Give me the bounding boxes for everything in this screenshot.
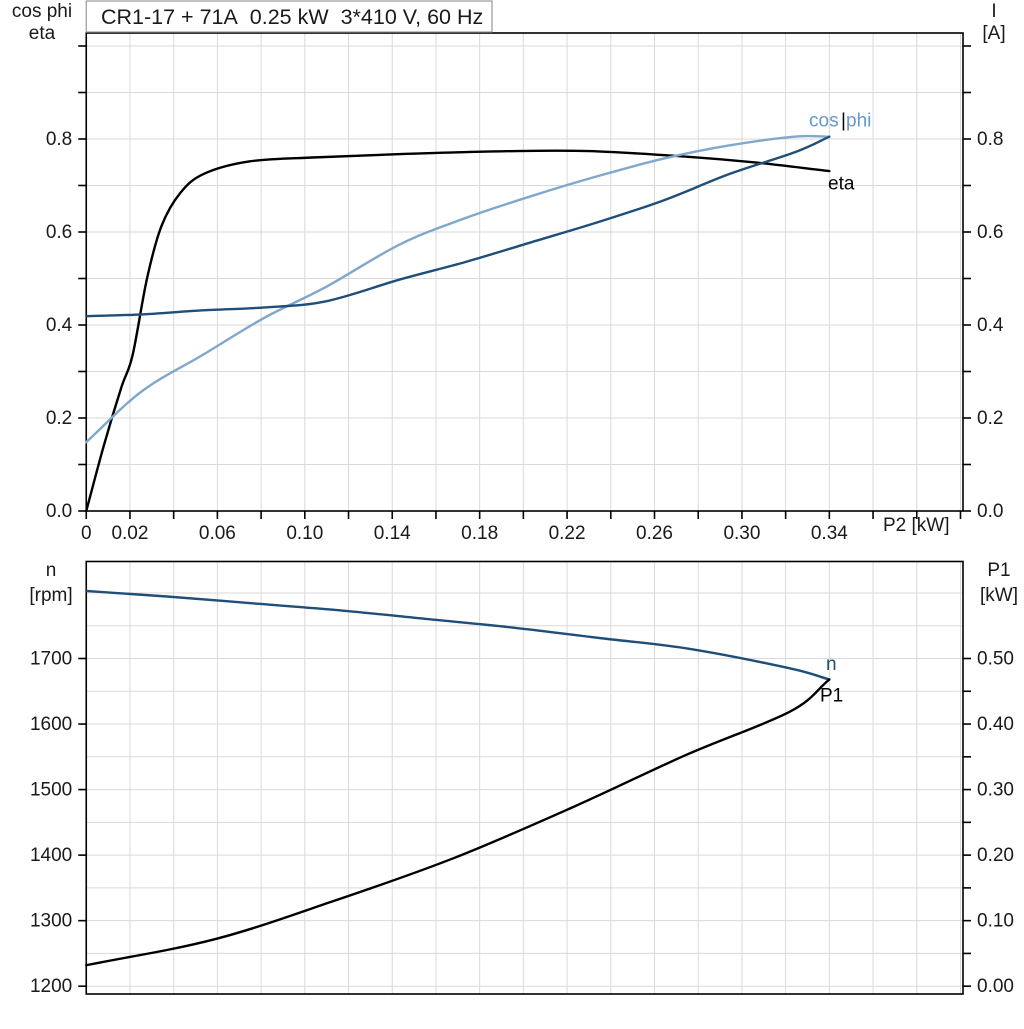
svg-text:0.20: 0.20 [977, 845, 1014, 866]
svg-text:1200: 1200 [30, 976, 72, 997]
svg-text:0.22: 0.22 [549, 523, 586, 544]
svg-text:0.0: 0.0 [977, 501, 1003, 522]
svg-text:0.0: 0.0 [46, 501, 72, 522]
svg-text:I: I [991, 1, 996, 22]
svg-text:0.30: 0.30 [723, 523, 760, 544]
svg-text:[rpm]: [rpm] [29, 585, 72, 606]
svg-text:0.00: 0.00 [977, 976, 1014, 997]
svg-text:eta: eta [828, 174, 855, 195]
svg-text:0.6: 0.6 [977, 222, 1003, 243]
svg-text:0.2: 0.2 [46, 408, 72, 429]
svg-text:[kW]: [kW] [980, 585, 1018, 606]
svg-text:0.40: 0.40 [977, 714, 1014, 735]
svg-text:cos: cos [809, 111, 839, 132]
svg-text:1500: 1500 [30, 780, 72, 801]
svg-text:0.14: 0.14 [374, 523, 411, 544]
svg-text:[A]: [A] [982, 23, 1005, 44]
svg-text:P1: P1 [987, 560, 1010, 581]
svg-text:0: 0 [81, 523, 92, 544]
svg-text:0.8: 0.8 [46, 129, 72, 150]
svg-text:P2 [kW]: P2 [kW] [883, 515, 950, 536]
svg-text:0.8: 0.8 [977, 129, 1003, 150]
svg-text:eta: eta [29, 23, 56, 44]
svg-text:P1: P1 [820, 685, 843, 706]
svg-text:0.30: 0.30 [977, 780, 1014, 801]
svg-text:cos phi: cos phi [12, 1, 72, 22]
svg-text:0.10: 0.10 [977, 911, 1014, 932]
svg-text:0.18: 0.18 [461, 523, 498, 544]
svg-text:0.10: 0.10 [286, 523, 323, 544]
svg-text:0.4: 0.4 [977, 315, 1004, 336]
svg-text:CR1-17 + 71A 0.25 kW 3*410 V: CR1-17 + 71A 0.25 kW 3*410 V, 60 Hz [101, 5, 483, 29]
svg-text:0.26: 0.26 [636, 523, 673, 544]
svg-text:0.4: 0.4 [46, 315, 73, 336]
svg-text:1300: 1300 [30, 911, 72, 932]
svg-text:0.06: 0.06 [199, 523, 236, 544]
svg-text:1700: 1700 [30, 649, 72, 670]
svg-text:n: n [46, 560, 57, 581]
svg-text:0.50: 0.50 [977, 649, 1014, 670]
svg-text:0.02: 0.02 [111, 523, 148, 544]
svg-text:0.6: 0.6 [46, 222, 72, 243]
svg-text:1600: 1600 [30, 714, 72, 735]
svg-text:1400: 1400 [30, 845, 72, 866]
svg-text:0.2: 0.2 [977, 408, 1003, 429]
svg-text:n: n [826, 654, 837, 675]
svg-text:0.34: 0.34 [811, 523, 848, 544]
svg-text:phi: phi [846, 111, 871, 132]
